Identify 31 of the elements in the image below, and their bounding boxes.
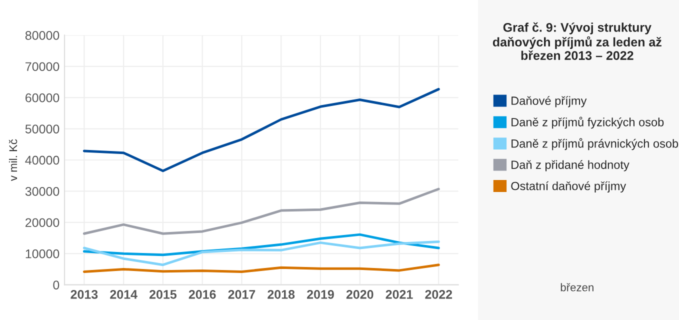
text: Graf č. 9: Vývoj struktury daňových příjmů za leden až březen 2013 – 2022 xyxy=(492,22,662,60)
x-tick-label: 2021 xyxy=(386,290,413,299)
x-tick-label: 2015 xyxy=(149,290,177,299)
legend-label: Daň z přidané hodnoty xyxy=(512,160,630,172)
y-tick-label: 20000 xyxy=(26,218,60,228)
line-series xyxy=(82,188,440,235)
y-tick-label: 40000 xyxy=(25,156,60,165)
legend-label: Daně z příjmů právnických osob xyxy=(512,138,678,150)
x-tick-label: 2013 xyxy=(70,290,98,299)
y-tick-label: 60000 xyxy=(26,93,60,102)
legend-label: Daňové příjmy xyxy=(512,96,587,108)
x-tick-label: 2020 xyxy=(346,290,374,299)
line-series xyxy=(82,88,440,172)
y-axis-title: v mil. Kč xyxy=(8,139,18,181)
x-tick-label: 2016 xyxy=(188,290,216,299)
line-series xyxy=(82,240,440,266)
y-tick-label: 30000 xyxy=(25,187,60,196)
x-tick-label: 2014 xyxy=(110,290,138,299)
legend-label: Daně z příjmů fyzických osob xyxy=(512,116,664,129)
line-series xyxy=(82,264,440,273)
legend-label: Ostatní daňové příjmy xyxy=(511,181,626,193)
y-tick-label: 80000 xyxy=(25,31,60,40)
y-tick-label: 50000 xyxy=(25,124,60,134)
x-tick-label: 2018 xyxy=(268,290,295,299)
x-tick-label: 2017 xyxy=(228,290,256,299)
x-tick-label: 2022 xyxy=(425,290,452,299)
text: březen xyxy=(560,283,594,292)
x-tick-label: 2019 xyxy=(307,290,334,299)
y-tick-label: 70000 xyxy=(26,62,60,72)
y-tick-label: 10000 xyxy=(26,249,60,258)
y-tick-label: 0 xyxy=(53,280,60,290)
